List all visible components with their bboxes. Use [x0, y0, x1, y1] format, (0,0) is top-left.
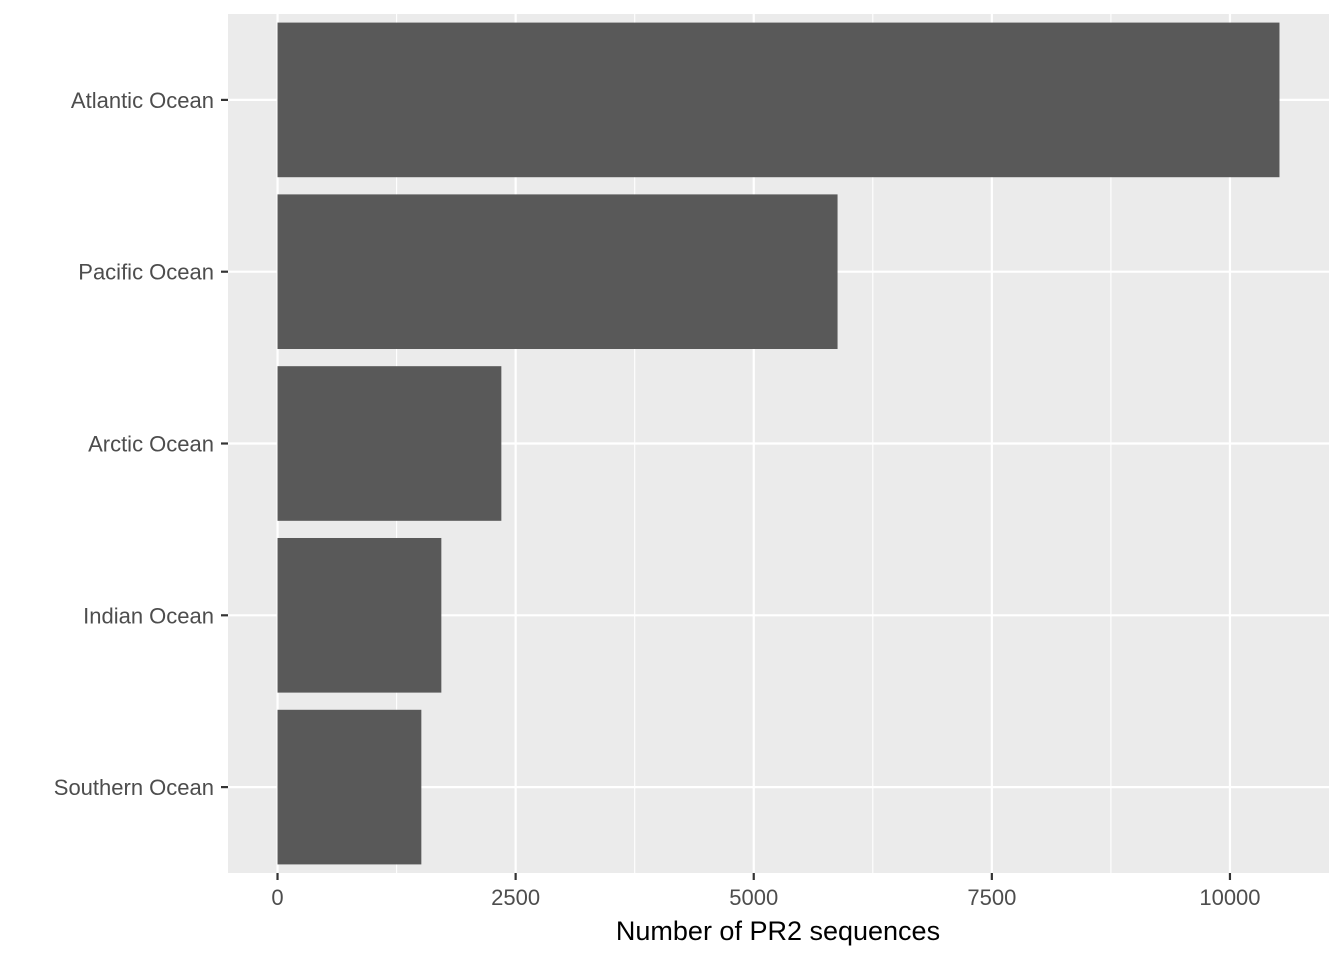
x-tick-label: 2500	[491, 885, 540, 910]
y-tick-label: Southern Ocean	[54, 775, 214, 800]
x-tick-label: 7500	[967, 885, 1016, 910]
x-axis-title: Number of PR2 sequences	[616, 916, 940, 946]
y-tick-label: Indian Ocean	[83, 603, 214, 628]
y-tick-label: Atlantic Ocean	[71, 88, 214, 113]
bar	[277, 22, 1280, 178]
y-tick-label: Arctic Ocean	[88, 432, 214, 457]
y-axis: Atlantic Ocean Pacific Ocean Arctic Ocean I…	[54, 88, 228, 800]
x-tick-label: 10000	[1199, 885, 1260, 910]
x-tick-label: 5000	[729, 885, 778, 910]
x-tick-label: 0	[271, 885, 283, 910]
bar	[277, 537, 442, 693]
x-axis: 0 2500 5000 7500 10000	[271, 873, 1261, 910]
y-tick-label: Pacific Ocean	[78, 260, 214, 285]
bar	[277, 709, 422, 865]
bars	[277, 22, 1280, 865]
bar	[277, 366, 502, 521]
bar	[277, 194, 838, 350]
